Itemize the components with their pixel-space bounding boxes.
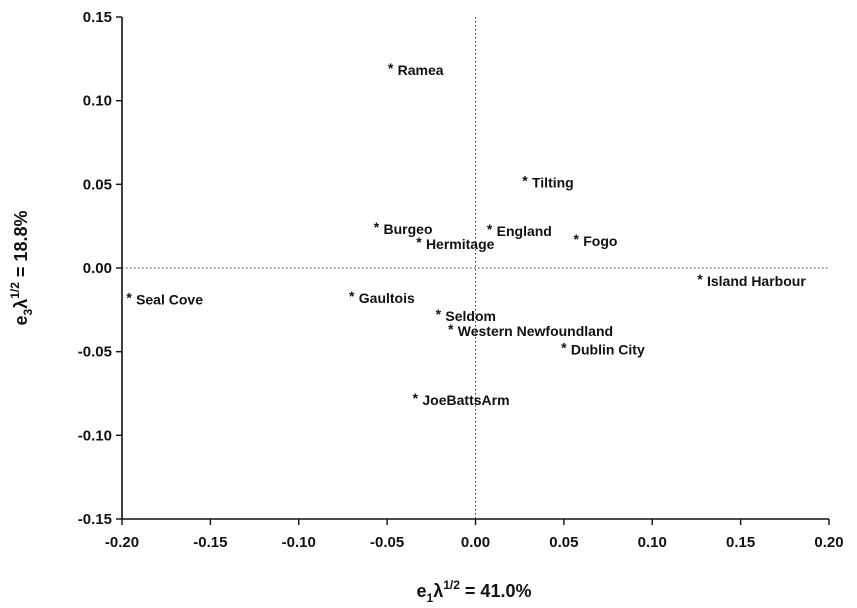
point-label: Island Harbour [707,273,806,289]
point-label: Western Newfoundland [458,323,613,339]
y-tick-label: 0.10 [83,93,112,110]
x-tick-label: 0.00 [461,534,490,551]
data-point: * Seal Cove [126,289,203,307]
point-marker: * [448,321,454,337]
point-label: Tilting [532,174,574,190]
axes: -0.20 -0.15 -0.10 -0.05 0.00 0.05 0.10 0.15 0.20… [78,9,844,551]
point-marker: * [416,234,422,250]
x-tick-label: -0.10 [282,534,316,551]
point-marker: * [349,288,355,304]
data-point: * Hermitage [416,234,494,252]
data-point: * England [487,221,552,239]
y-tick-label: 0.15 [83,9,112,26]
point-marker: * [697,271,703,287]
data-points: * Ramea* Tilting* Burgeo * England* Fogo* Hermi… [126,60,806,408]
y-tick-label: 0.00 [83,260,112,277]
x-tick-label: 0.05 [549,534,578,551]
axis-titles: e1λ1/2 = 41.0% e3λ1/2 = 18.8% [8,211,531,605]
x-tick-label: 0.20 [814,534,843,551]
data-point: * Dublin City [561,340,645,358]
data-point: * Fogo [574,231,618,249]
point-marker: * [487,221,493,237]
data-point: * JoeBattsArm [413,390,510,408]
x-tick-label: -0.05 [370,534,404,551]
y-axis-title: e3λ1/2 = 18.8% [8,211,35,326]
point-marker: * [436,306,442,322]
x-tick-label: 0.15 [726,534,755,551]
point-marker: * [374,219,380,235]
reference-lines [122,17,829,519]
data-point: * Burgeo [374,219,433,237]
x-tick-label: -0.15 [193,534,227,551]
x-tick-label: 0.10 [638,534,667,551]
point-marker: * [388,60,394,76]
y-tick-label: -0.05 [78,344,112,361]
point-marker: * [413,390,419,406]
data-point: * Seldom [436,306,496,324]
x-axis-title: e1λ1/2 = 41.0% [417,578,532,605]
y-tick-label: 0.05 [83,176,112,193]
data-point: * Western Newfoundland [448,321,613,339]
point-label: Seldom [445,308,496,324]
data-point: * Ramea [388,60,444,78]
point-label: Gaultois [359,290,415,306]
y-tick-label: -0.15 [78,511,112,528]
y-tick-label: -0.10 [78,427,112,444]
point-label: Burgeo [384,221,433,237]
point-label: England [497,223,552,239]
point-label: Seal Cove [136,291,203,307]
point-label: Ramea [398,62,444,78]
point-marker: * [561,340,567,356]
data-point: * Island Harbour [697,271,806,289]
data-point: * Gaultois [349,288,415,306]
data-point: * Tilting [522,172,573,190]
point-marker: * [574,231,580,247]
point-marker: * [126,289,132,305]
point-label: Dublin City [571,342,645,358]
point-marker: * [522,172,528,188]
point-label: JoeBattsArm [422,392,509,408]
point-label: Hermitage [426,236,495,252]
point-label: Fogo [583,233,617,249]
x-tick-label: -0.20 [105,534,139,551]
